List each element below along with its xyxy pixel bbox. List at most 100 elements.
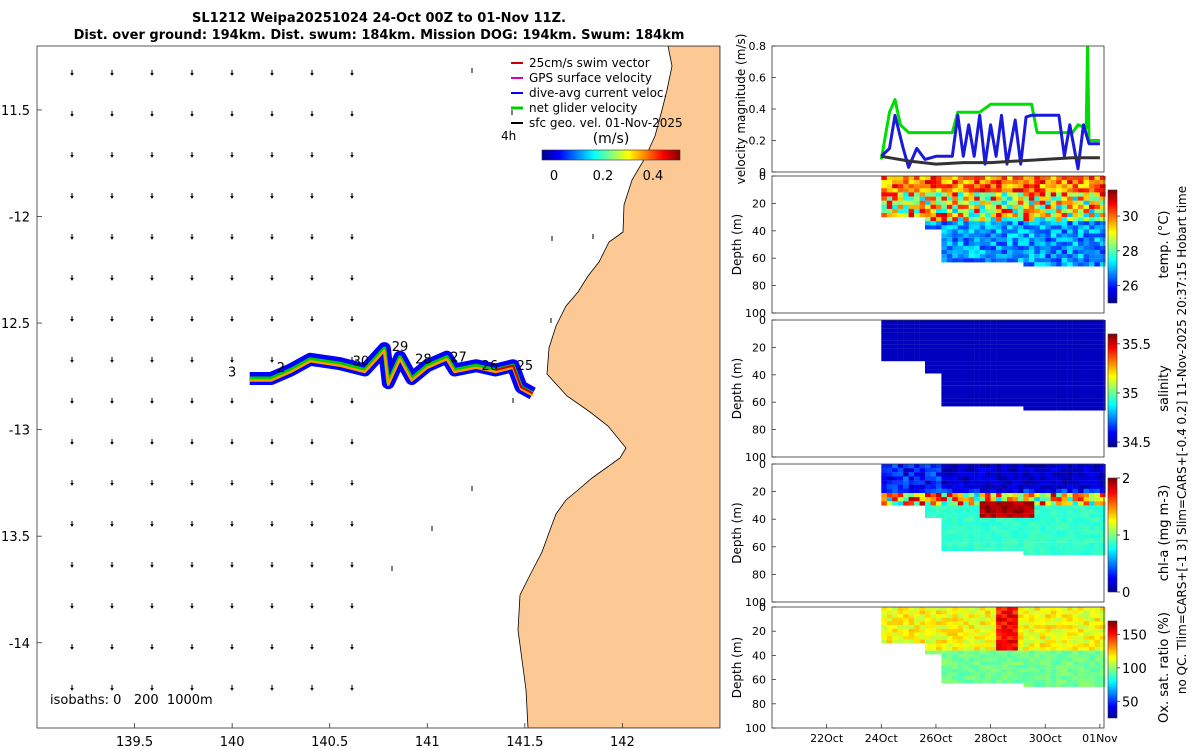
section-cell — [963, 192, 969, 197]
section-cell — [1012, 654, 1019, 658]
section-cell — [936, 336, 942, 341]
section-ytick-label: 40 — [752, 369, 766, 382]
section-cell — [985, 258, 991, 263]
section-cell — [892, 610, 898, 615]
section-cell — [968, 402, 975, 407]
section-cell — [936, 643, 942, 648]
section-cell — [957, 468, 964, 473]
day-label: 25 — [517, 359, 534, 374]
section-cell — [1034, 221, 1040, 226]
section-cell — [1056, 610, 1062, 615]
section-cell — [1017, 497, 1024, 502]
section-cell — [903, 196, 909, 201]
section-cell — [1001, 320, 1008, 325]
section-cell — [1061, 180, 1068, 185]
section-cell — [952, 661, 958, 666]
section-cell — [957, 332, 964, 337]
section-cell — [979, 357, 986, 362]
section-cell — [957, 348, 964, 353]
section-cell — [968, 250, 975, 255]
section-cell — [1017, 381, 1024, 386]
section-cell — [892, 472, 898, 477]
section-cell — [1099, 357, 1106, 362]
section-cell — [974, 217, 980, 222]
section-cell — [1072, 402, 1079, 407]
section-cell — [1083, 204, 1090, 209]
section-cell — [1067, 336, 1073, 341]
section-cell — [1017, 217, 1024, 222]
section-cell — [1089, 509, 1095, 514]
section-cell — [1034, 643, 1040, 648]
section-cell — [979, 546, 986, 552]
section-cell — [1023, 476, 1030, 481]
section-cell — [1039, 665, 1046, 669]
section-cell — [1001, 625, 1008, 629]
section-cell — [1067, 628, 1073, 633]
section-cell — [1089, 365, 1095, 370]
section-cell — [1012, 650, 1019, 655]
section-cell — [952, 636, 958, 640]
section-cell — [1078, 617, 1084, 622]
section-cell — [1034, 385, 1040, 390]
map-legend: 25cm/s swim vector GPS surface velocity … — [511, 56, 683, 130]
section-cell — [892, 625, 898, 629]
section-cell — [1012, 484, 1019, 489]
section-cell — [1017, 480, 1024, 485]
section-cell — [1028, 683, 1035, 687]
section-cell — [903, 488, 909, 494]
section-cell — [1099, 654, 1106, 658]
section-cell — [1017, 328, 1024, 333]
section-cell — [974, 320, 980, 325]
current-arrow — [230, 357, 234, 363]
section-cell — [968, 468, 975, 473]
section-cell — [1001, 668, 1008, 673]
section-cell — [990, 472, 997, 477]
section-cell — [1094, 184, 1101, 189]
section-cell — [1072, 344, 1079, 349]
section-cell — [897, 464, 904, 469]
section-cell — [1072, 617, 1079, 622]
section-cell — [963, 679, 969, 684]
section-cell — [1050, 340, 1057, 345]
section-cell — [957, 628, 964, 633]
section-cell — [925, 650, 931, 655]
section-cell — [1072, 534, 1079, 539]
section-cell — [930, 184, 937, 189]
section-cell — [1045, 237, 1051, 242]
section-cell — [1023, 328, 1030, 333]
section-cell — [1061, 237, 1068, 242]
section-cell — [1056, 522, 1062, 527]
section-cell — [941, 192, 948, 197]
section-cell — [1056, 493, 1062, 498]
section-cell — [1089, 176, 1095, 181]
section-cell — [1099, 324, 1106, 329]
section-cell — [1039, 377, 1046, 382]
section-cell — [1083, 324, 1090, 329]
section-cell — [1089, 610, 1095, 615]
section-cell — [957, 625, 964, 629]
section-cell — [919, 614, 926, 619]
section-cell — [968, 484, 975, 489]
section-cells — [881, 176, 1106, 267]
section-cell — [925, 464, 931, 469]
section-cell — [985, 501, 991, 506]
section-cell — [1094, 361, 1101, 366]
section-cell — [919, 320, 926, 325]
section-cell — [936, 340, 942, 345]
section-cell — [946, 538, 953, 543]
section-cell — [985, 254, 991, 259]
section-cell — [1045, 344, 1051, 349]
section-cell — [1023, 204, 1030, 209]
section-cell — [930, 344, 937, 349]
section-cell — [985, 522, 991, 527]
section-cell — [1017, 196, 1024, 201]
section-cell — [1023, 472, 1030, 477]
current-arrow — [270, 644, 274, 650]
section-cell — [1007, 614, 1013, 619]
title-line1: SL1212 Weipa20251024 24-Oct 00Z to 01-No… — [192, 11, 566, 26]
section-cell — [1078, 340, 1084, 345]
section-cell — [903, 332, 909, 337]
section-cell — [897, 192, 904, 197]
section-cell — [1045, 625, 1051, 629]
section-cell — [1050, 357, 1057, 362]
